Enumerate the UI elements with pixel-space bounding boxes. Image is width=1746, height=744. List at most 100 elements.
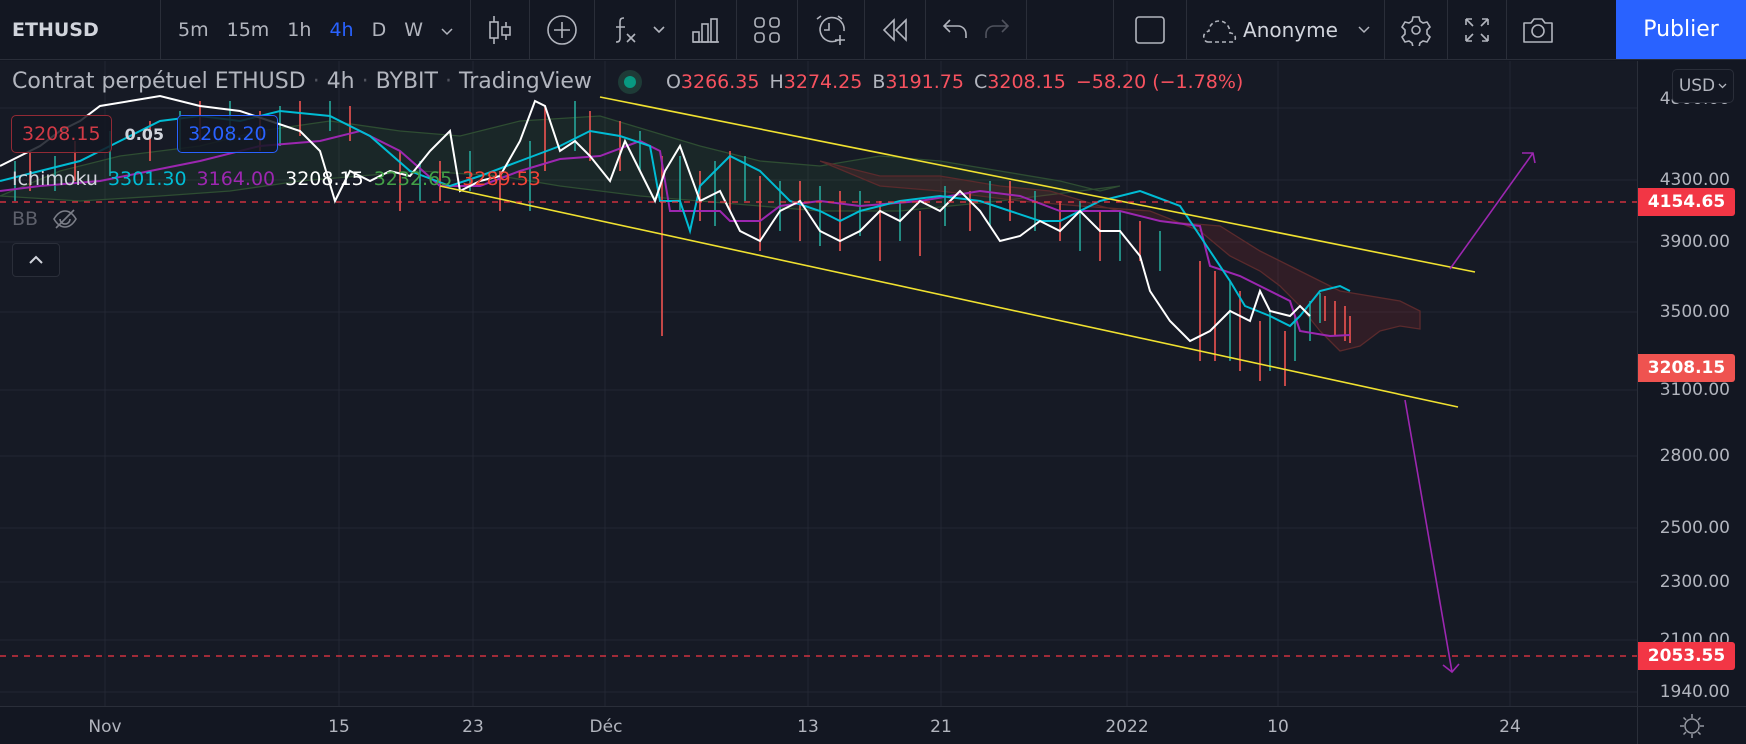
undo-icon bbox=[942, 18, 967, 38]
compare-symbol-button[interactable] bbox=[530, 0, 594, 59]
financials-bar-icon bbox=[692, 17, 720, 43]
price-tick: 3100.00 bbox=[1659, 380, 1730, 400]
chart-pane[interactable]: Contrat perpétuel ETHUSD · 4h · BYBIT · … bbox=[0, 61, 1637, 706]
cloud-icon bbox=[1202, 19, 1237, 43]
kijun-line bbox=[0, 129, 1351, 338]
divider bbox=[529, 0, 531, 59]
legend-interval: 4h bbox=[326, 69, 355, 94]
time-tick: 15 bbox=[328, 717, 350, 737]
indicators-menu-button[interactable] bbox=[645, 0, 675, 59]
interval-5m[interactable]: 5m bbox=[178, 18, 209, 41]
eye-hidden-icon[interactable] bbox=[52, 208, 78, 230]
price-tick: 3500.00 bbox=[1659, 302, 1730, 322]
ichimoku-legend[interactable]: Ichimoku 3301.30 3164.00 3208.15 3232.65… bbox=[12, 168, 541, 190]
undo-button[interactable] bbox=[926, 0, 976, 59]
fullscreen-button[interactable] bbox=[1448, 0, 1506, 59]
financials-button[interactable] bbox=[676, 0, 736, 59]
settings-gear-icon bbox=[1400, 15, 1431, 46]
chevron-down-icon bbox=[1358, 25, 1370, 33]
senkou-b-value: 3289.53 bbox=[462, 168, 541, 190]
price-axis[interactable]: USD 4800.00 4300.00 3900.00 3500.00 3100… bbox=[1637, 61, 1746, 706]
market-status-icon[interactable] bbox=[617, 69, 642, 94]
top-toolbar: ETHUSD 5m 15m 1h 4h D W bbox=[0, 0, 1746, 60]
buy-button[interactable]: 3208.20 bbox=[177, 115, 278, 153]
time-tick: 13 bbox=[797, 717, 819, 737]
snapshot-button[interactable] bbox=[1507, 0, 1569, 59]
sell-button[interactable]: 3208.15 bbox=[11, 115, 112, 153]
channel-lower-line bbox=[439, 185, 1459, 408]
indicators-button[interactable] bbox=[595, 0, 645, 59]
price-tick: 4300.00 bbox=[1659, 170, 1730, 190]
interval-menu-button[interactable] bbox=[432, 19, 462, 41]
chart-type-button[interactable] bbox=[471, 0, 529, 59]
redo-button[interactable] bbox=[976, 0, 1026, 59]
tenkan-line bbox=[0, 109, 1351, 328]
chart-theme-button[interactable] bbox=[1637, 706, 1746, 744]
chikou-value: 3208.15 bbox=[285, 168, 364, 190]
alert-clock-icon bbox=[816, 14, 846, 45]
replay-button[interactable] bbox=[865, 0, 925, 59]
layout-button[interactable] bbox=[1114, 0, 1186, 59]
divider bbox=[864, 0, 866, 59]
price-tick: 2800.00 bbox=[1659, 446, 1730, 466]
sun-icon bbox=[1680, 713, 1704, 738]
bullish-arrow-head bbox=[1522, 152, 1536, 164]
bearish-arrow bbox=[1404, 399, 1453, 673]
interval-d[interactable]: D bbox=[371, 18, 387, 41]
account-name: Anonyme bbox=[1243, 17, 1338, 42]
interval-1h[interactable]: 1h bbox=[287, 18, 312, 41]
interval-15m[interactable]: 15m bbox=[226, 18, 270, 41]
tenkan-value: 3301.30 bbox=[107, 168, 187, 190]
currency-selector[interactable]: USD bbox=[1672, 69, 1734, 103]
senkou-a-value: 3232.65 bbox=[373, 168, 453, 190]
divider bbox=[675, 0, 677, 59]
symbol-title[interactable]: Contrat perpétuel ETHUSD bbox=[12, 69, 306, 94]
indicators-fx-icon bbox=[615, 16, 636, 43]
redo-icon bbox=[985, 18, 1010, 38]
chevron-down-icon bbox=[1718, 83, 1727, 89]
symbol-search-button[interactable]: ETHUSD bbox=[12, 18, 99, 41]
divider bbox=[160, 0, 161, 59]
divider bbox=[1505, 0, 1507, 59]
camera-icon bbox=[1523, 17, 1553, 43]
replay-icon bbox=[882, 17, 907, 42]
divider bbox=[594, 0, 596, 59]
divider bbox=[1446, 0, 1448, 59]
interval-group: 5m 15m 1h 4h D W bbox=[161, 0, 470, 59]
publish-button[interactable]: Publier bbox=[1616, 0, 1746, 59]
spread-value: 0.05 bbox=[124, 124, 165, 144]
layouts-grid-icon bbox=[754, 16, 780, 43]
time-tick: 23 bbox=[462, 717, 484, 737]
resistance-price-label: 4154.65 bbox=[1638, 188, 1735, 216]
legend-source: TradingView bbox=[459, 69, 592, 94]
change-value: −58.20 (−1.78%) bbox=[1075, 70, 1244, 93]
layout-square-icon bbox=[1135, 15, 1165, 44]
price-chart-canvas[interactable] bbox=[0, 61, 1637, 706]
bb-legend[interactable]: BB bbox=[12, 208, 78, 230]
interval-w[interactable]: W bbox=[404, 18, 424, 41]
price-tick: 3900.00 bbox=[1659, 232, 1730, 252]
candles-icon bbox=[489, 15, 511, 44]
last-price-label: 3208.15 bbox=[1638, 354, 1735, 382]
ichimoku-cloud-red bbox=[819, 160, 1421, 352]
chart-legend: Contrat perpétuel ETHUSD · 4h · BYBIT · … bbox=[12, 69, 1244, 94]
templates-button[interactable] bbox=[737, 0, 797, 59]
collapse-legend-button[interactable] bbox=[12, 243, 60, 277]
account-menu-button[interactable]: Anonyme bbox=[1187, 0, 1384, 59]
toolbar-spacer bbox=[1027, 0, 1113, 59]
open-value: 3266.35 bbox=[680, 70, 760, 93]
alert-button[interactable] bbox=[798, 0, 864, 59]
bearish-arrow-head bbox=[1442, 663, 1460, 674]
chevron-down-icon bbox=[441, 27, 453, 35]
low-value: 3191.75 bbox=[885, 70, 964, 93]
settings-button[interactable] bbox=[1385, 0, 1447, 59]
buy-sell-panel: 3208.15 0.05 3208.20 bbox=[11, 115, 278, 153]
time-tick: Déc bbox=[589, 717, 623, 737]
divider bbox=[1383, 0, 1385, 59]
time-tick: 21 bbox=[930, 717, 952, 737]
time-axis[interactable]: Nov 15 23 Déc 13 21 2022 10 24 bbox=[0, 706, 1637, 744]
time-tick: 10 bbox=[1267, 717, 1289, 737]
divider bbox=[1026, 0, 1028, 59]
time-tick: 2022 bbox=[1105, 717, 1149, 737]
interval-4h[interactable]: 4h bbox=[329, 18, 354, 41]
